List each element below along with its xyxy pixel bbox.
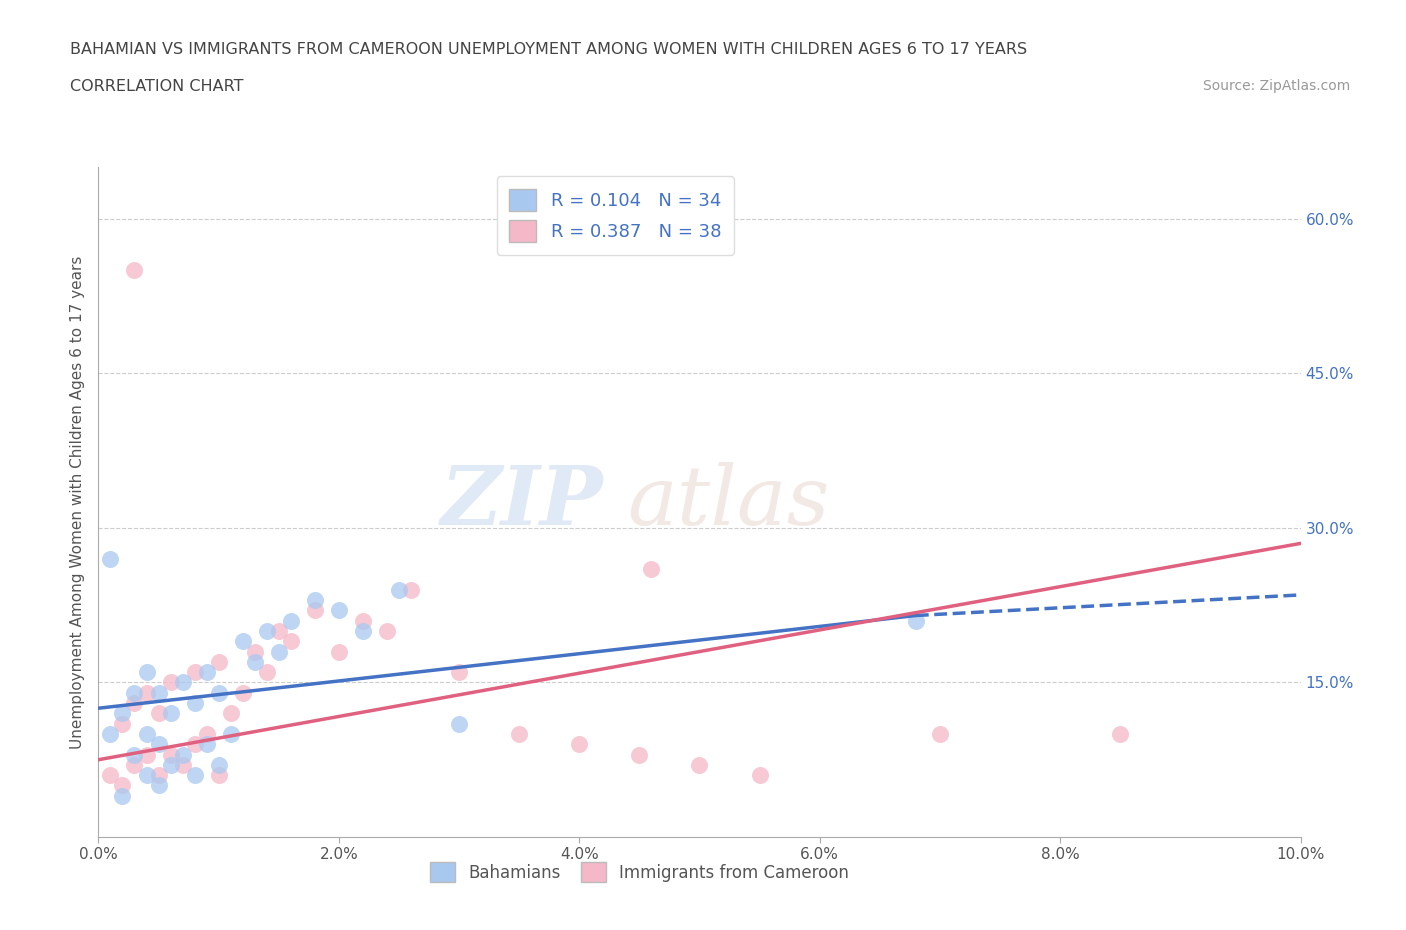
Text: CORRELATION CHART: CORRELATION CHART — [70, 79, 243, 94]
Point — [352, 623, 374, 638]
Point — [208, 685, 231, 700]
Point — [148, 706, 170, 721]
Point — [135, 665, 157, 680]
Point — [568, 737, 591, 751]
Point — [280, 634, 302, 649]
Point — [280, 613, 302, 628]
Point — [375, 623, 398, 638]
Point — [183, 665, 205, 680]
Text: atlas: atlas — [627, 462, 830, 542]
Legend: Bahamians, Immigrants from Cameroon: Bahamians, Immigrants from Cameroon — [423, 856, 855, 889]
Point — [447, 716, 470, 731]
Point — [195, 665, 218, 680]
Point — [124, 757, 146, 772]
Point — [124, 747, 146, 762]
Point — [148, 685, 170, 700]
Point — [148, 768, 170, 783]
Point — [243, 644, 266, 659]
Point — [195, 726, 218, 741]
Point — [135, 726, 157, 741]
Point — [172, 747, 194, 762]
Point — [183, 768, 205, 783]
Point — [159, 675, 181, 690]
Point — [183, 737, 205, 751]
Point — [352, 613, 374, 628]
Point — [689, 757, 711, 772]
Point — [208, 757, 231, 772]
Text: ZIP: ZIP — [440, 462, 603, 542]
Point — [195, 737, 218, 751]
Point — [183, 696, 205, 711]
Point — [135, 685, 157, 700]
Point — [640, 562, 662, 577]
Point — [208, 655, 231, 670]
Point — [111, 716, 134, 731]
Point — [1109, 726, 1132, 741]
Point — [399, 582, 422, 597]
Point — [328, 644, 350, 659]
Text: BAHAMIAN VS IMMIGRANTS FROM CAMEROON UNEMPLOYMENT AMONG WOMEN WITH CHILDREN AGES: BAHAMIAN VS IMMIGRANTS FROM CAMEROON UNE… — [70, 42, 1028, 57]
Point — [148, 737, 170, 751]
Point — [172, 675, 194, 690]
Point — [929, 726, 952, 741]
Point — [208, 768, 231, 783]
Point — [135, 747, 157, 762]
Point — [159, 747, 181, 762]
Point — [124, 263, 146, 278]
Point — [100, 726, 122, 741]
Point — [447, 665, 470, 680]
Point — [256, 623, 278, 638]
Point — [328, 603, 350, 618]
Point — [100, 768, 122, 783]
Point — [148, 778, 170, 793]
Point — [304, 592, 326, 607]
Point — [508, 726, 530, 741]
Point — [748, 768, 770, 783]
Point — [904, 613, 927, 628]
Point — [267, 623, 290, 638]
Point — [111, 778, 134, 793]
Point — [628, 747, 651, 762]
Point — [135, 768, 157, 783]
Point — [159, 757, 181, 772]
Point — [124, 685, 146, 700]
Point — [232, 685, 254, 700]
Point — [219, 706, 242, 721]
Point — [304, 603, 326, 618]
Point — [219, 726, 242, 741]
Point — [100, 551, 122, 566]
Point — [243, 655, 266, 670]
Point — [124, 696, 146, 711]
Point — [111, 789, 134, 804]
Point — [388, 582, 411, 597]
Y-axis label: Unemployment Among Women with Children Ages 6 to 17 years: Unemployment Among Women with Children A… — [69, 256, 84, 749]
Point — [232, 634, 254, 649]
Point — [172, 757, 194, 772]
Point — [256, 665, 278, 680]
Point — [111, 706, 134, 721]
Point — [159, 706, 181, 721]
Point — [267, 644, 290, 659]
Text: Source: ZipAtlas.com: Source: ZipAtlas.com — [1202, 79, 1350, 93]
